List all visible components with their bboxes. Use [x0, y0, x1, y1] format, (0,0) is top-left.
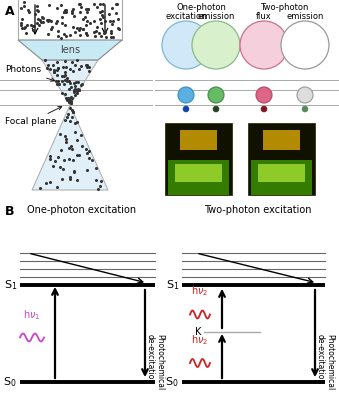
Text: B: B — [5, 205, 15, 218]
Circle shape — [240, 21, 288, 69]
Text: Two-photon excitation: Two-photon excitation — [204, 205, 312, 215]
Text: lens: lens — [60, 45, 80, 55]
Circle shape — [256, 87, 272, 103]
Text: Photochemical
de-excitation: Photochemical de-excitation — [315, 334, 335, 390]
Text: One-photon: One-photon — [176, 3, 226, 12]
FancyBboxPatch shape — [165, 123, 232, 195]
Text: S$_1$: S$_1$ — [165, 278, 179, 292]
Text: excitation: excitation — [165, 12, 207, 21]
Circle shape — [178, 87, 194, 103]
Text: S$_0$: S$_0$ — [165, 375, 179, 389]
Circle shape — [183, 106, 189, 112]
Text: emission: emission — [197, 12, 235, 21]
FancyBboxPatch shape — [251, 160, 312, 195]
Text: flux: flux — [256, 12, 272, 21]
Text: S$_1$: S$_1$ — [4, 278, 17, 292]
Circle shape — [208, 87, 224, 103]
Circle shape — [261, 106, 267, 112]
Text: h$\nu_2$: h$\nu_2$ — [192, 333, 208, 347]
Text: K: K — [195, 327, 201, 337]
Text: S$_0$: S$_0$ — [3, 375, 17, 389]
Text: h$\nu_2$: h$\nu_2$ — [192, 285, 208, 298]
Text: emission: emission — [286, 12, 324, 21]
Circle shape — [302, 106, 308, 112]
Text: One-photon excitation: One-photon excitation — [27, 205, 137, 215]
Circle shape — [281, 21, 329, 69]
FancyBboxPatch shape — [175, 164, 222, 182]
Text: h$\nu_1$: h$\nu_1$ — [23, 308, 41, 322]
Polygon shape — [42, 60, 98, 105]
Text: Focal plane: Focal plane — [5, 107, 62, 126]
Circle shape — [192, 21, 240, 69]
Text: Two-photon: Two-photon — [260, 3, 309, 12]
Circle shape — [297, 87, 313, 103]
FancyBboxPatch shape — [180, 130, 217, 150]
Text: A: A — [5, 5, 15, 18]
Circle shape — [213, 106, 219, 112]
Text: Photochemical
de-excitation: Photochemical de-excitation — [145, 334, 165, 390]
FancyBboxPatch shape — [263, 130, 300, 150]
FancyBboxPatch shape — [168, 160, 229, 195]
Circle shape — [162, 21, 210, 69]
FancyBboxPatch shape — [248, 123, 315, 195]
Text: Photons: Photons — [5, 66, 55, 81]
Polygon shape — [32, 105, 108, 190]
Polygon shape — [18, 40, 122, 60]
FancyBboxPatch shape — [258, 164, 305, 182]
